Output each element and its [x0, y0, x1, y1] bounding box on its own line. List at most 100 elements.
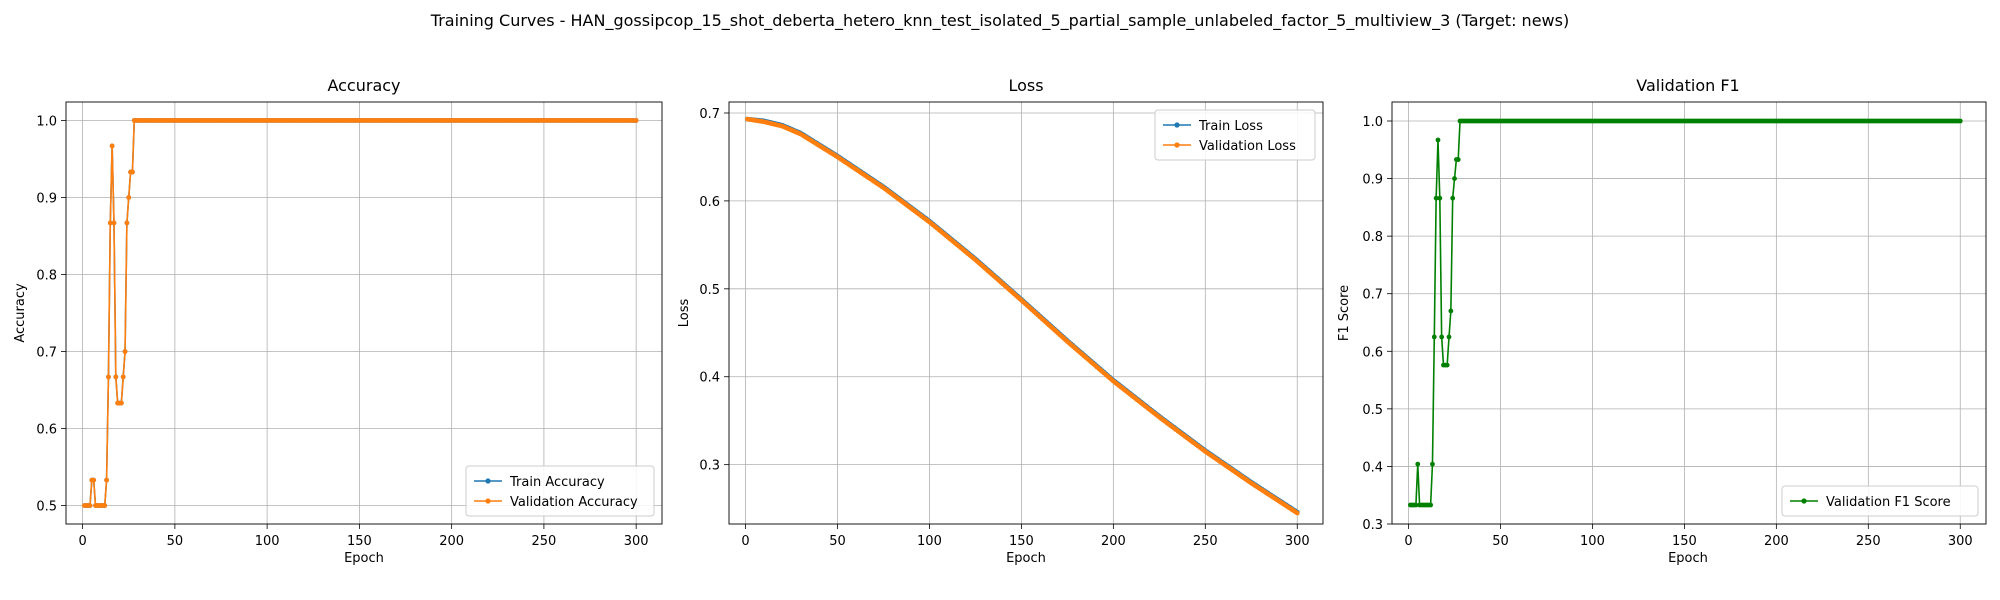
y-axis-label: F1 Score — [1337, 285, 1352, 341]
data-point — [1431, 334, 1437, 340]
y-axis-label: Loss — [677, 299, 692, 328]
y-tick-label: 0.4 — [699, 371, 720, 386]
y-tick-label: 1.0 — [1362, 115, 1383, 130]
x-tick-label: 200 — [439, 534, 464, 549]
y-tick-label: 0.7 — [699, 107, 720, 122]
x-tick-label: 200 — [1101, 534, 1126, 549]
y-tick-label: 0.4 — [1362, 460, 1383, 475]
data-point — [118, 400, 124, 406]
series-validation-loss — [744, 116, 1300, 516]
x-tick-label: 0 — [1404, 534, 1412, 549]
data-point — [1430, 461, 1435, 467]
legend: Validation F1 Score — [1781, 485, 1979, 517]
x-tick-label: 50 — [829, 534, 846, 549]
data-point — [1957, 118, 1963, 124]
legend-marker — [485, 478, 491, 484]
data-point — [1294, 510, 1300, 516]
legend-label: Validation Loss — [1199, 139, 1296, 154]
y-tick-label: 0.9 — [1362, 173, 1383, 188]
y-tick-label: 0.8 — [1362, 230, 1383, 245]
data-point — [102, 503, 108, 508]
data-point — [120, 374, 126, 380]
data-point — [126, 195, 132, 200]
loss-panel: Loss Epoch Loss 0 50 100 150 200 250 300 0.3 0.4… — [677, 76, 1324, 566]
x-tick-label: 100 — [255, 534, 280, 549]
y-tick-label: 0.6 — [699, 195, 720, 210]
x-tick-label: 150 — [1672, 534, 1697, 549]
x-tick-label: 300 — [1285, 534, 1310, 549]
y-tick-label: 0.3 — [699, 459, 720, 474]
y-tick-label: 0.7 — [36, 346, 57, 361]
y-tick-label: 0.7 — [1362, 288, 1383, 303]
x-tick-label: 150 — [1009, 534, 1034, 549]
data-point — [1437, 195, 1443, 201]
x-tick-label: 0 — [741, 534, 749, 549]
legend-box — [1154, 109, 1316, 161]
y-tick-label: 0.9 — [36, 191, 57, 206]
series-validation-accuracy — [82, 118, 639, 508]
x-tick-label: 300 — [1948, 534, 1973, 549]
x-axis-label: Epoch — [1006, 551, 1046, 566]
legend-marker — [1174, 122, 1180, 128]
data-point — [107, 220, 113, 226]
panel-title: Loss — [1008, 76, 1043, 95]
legend-box — [1781, 485, 1979, 517]
x-tick-label: 250 — [1193, 534, 1218, 549]
data-point — [91, 477, 97, 483]
legend: Train Accuracy Validation Accuracy — [465, 465, 655, 517]
data-point — [124, 220, 130, 226]
legend-label: Validation F1 Score — [1826, 495, 1951, 510]
data-point — [1446, 334, 1452, 340]
data-point — [130, 169, 135, 175]
data-point — [122, 349, 128, 354]
legend-marker — [1801, 498, 1807, 504]
x-tick-label: 250 — [1856, 534, 1881, 549]
series-validation-f1-score — [1407, 118, 1963, 508]
data-point — [1448, 308, 1454, 314]
legend: Train Loss Validation Loss — [1154, 109, 1316, 161]
validation-f1-panel: Validation F1 Epoch F1 Score 0 50 100 150 20… — [1337, 76, 1987, 566]
y-tick-label: 1.0 — [36, 114, 57, 129]
x-tick-label: 200 — [1764, 534, 1789, 549]
legend-marker — [485, 498, 491, 504]
axes-frame — [1391, 101, 1987, 525]
legend-marker — [1174, 142, 1180, 148]
data-point — [104, 477, 109, 483]
y-tick-label: 0.5 — [699, 283, 720, 298]
x-tick-label: 50 — [167, 534, 184, 549]
panel-title: Validation F1 — [1636, 76, 1739, 95]
panel-title: Accuracy — [327, 76, 400, 95]
data-point — [1450, 195, 1456, 201]
data-point — [1433, 195, 1439, 201]
legend-label: Train Loss — [1198, 119, 1263, 134]
data-point — [1428, 502, 1434, 508]
y-tick-label: 0.5 — [36, 500, 57, 515]
axes-frame — [65, 101, 663, 525]
y-tick-label: 0.6 — [36, 423, 57, 438]
data-point — [111, 220, 117, 226]
data-point — [87, 503, 93, 508]
x-tick-label: 100 — [1580, 534, 1605, 549]
y-axis-label: Accuracy — [13, 283, 28, 343]
data-point — [1455, 157, 1461, 162]
x-tick-label: 300 — [624, 534, 649, 549]
data-point — [1452, 176, 1457, 181]
x-tick-label: 100 — [917, 534, 942, 549]
data-point — [1435, 137, 1441, 143]
figure-title: Training Curves - HAN_gossipcop_15_shot_… — [430, 11, 1569, 31]
data-point — [633, 118, 639, 123]
data-point — [109, 143, 115, 149]
y-tick-label: 0.3 — [1362, 518, 1383, 533]
x-axis-label: Epoch — [344, 551, 384, 566]
axes-frame — [728, 101, 1324, 525]
x-axis-label: Epoch — [1668, 551, 1708, 566]
x-tick-label: 250 — [531, 534, 556, 549]
accuracy-panel: Accuracy Epoch Accuracy 0 50 100 150 200 250 3… — [13, 76, 663, 566]
x-tick-label: 0 — [78, 534, 86, 549]
x-tick-label: 150 — [347, 534, 372, 549]
data-point — [113, 374, 119, 380]
y-tick-label: 0.6 — [1362, 345, 1383, 360]
x-tick-label: 50 — [1492, 534, 1509, 549]
